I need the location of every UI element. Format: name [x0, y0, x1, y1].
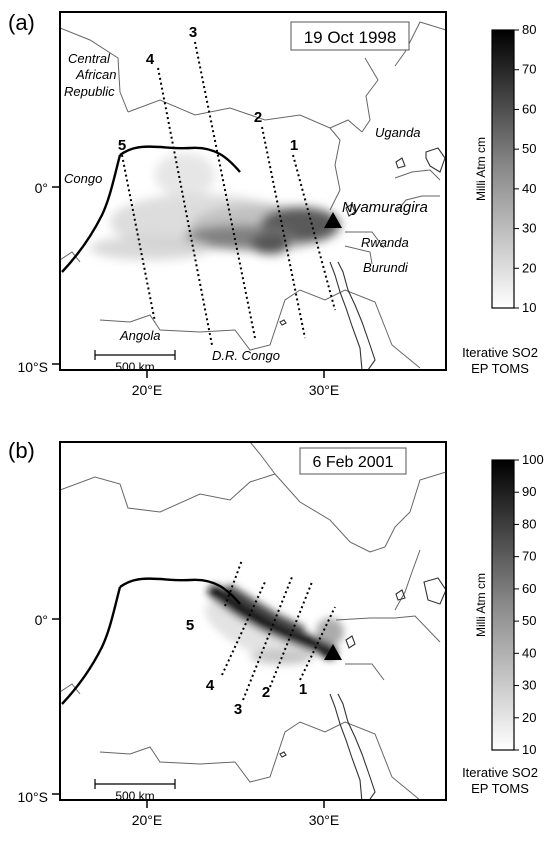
map-frame	[59, 11, 447, 371]
colorbar-ticks: 10 20 30 40 50 60 70 80 90 100	[514, 452, 544, 757]
colorbar-gradient	[491, 459, 515, 751]
label-uganda: Uganda	[375, 125, 421, 140]
colorbar-tick-label: 90	[522, 484, 536, 499]
scale-bar: 500 km	[94, 350, 176, 374]
map-panel-a: (a)	[8, 10, 538, 398]
y-tick-10s: 10°S	[17, 359, 48, 375]
panel-b: (b)	[0, 432, 556, 862]
colorbar-tick-label: 30	[522, 221, 536, 236]
congo-river-lower	[61, 154, 122, 273]
congo-river-lower	[61, 586, 122, 705]
colorbar-tick-label: 70	[522, 549, 536, 564]
congo-river	[119, 145, 241, 173]
colorbar-tick-label: 40	[522, 181, 536, 196]
colorbar-title: Milli Atm cm	[474, 137, 488, 201]
date-label: 6 Feb 2001	[313, 454, 394, 471]
label-car-2: African	[75, 67, 116, 82]
label-burundi: Burundi	[363, 260, 409, 275]
colorbar-tick-label: 40	[522, 645, 536, 660]
label-rwanda: Rwanda	[361, 235, 409, 250]
colorbar-caption-2: EP TOMS	[471, 361, 529, 376]
track-number-3: 3	[234, 701, 242, 718]
so2-plume	[90, 153, 340, 260]
y-tick-10s: 10°S	[17, 789, 48, 805]
track-number-2: 2	[254, 109, 262, 126]
x-tick-20e: 20°E	[132, 382, 163, 398]
colorbar-tick-label: 10	[522, 742, 536, 757]
date-box	[290, 21, 410, 51]
label-volcano: Nyamuragira	[342, 199, 428, 216]
label-car-3: Republic	[64, 84, 115, 99]
satellite-tracks	[121, 41, 336, 346]
map-panel-b: (b)	[8, 438, 544, 828]
so2-plume	[204, 585, 344, 665]
colorbar-caption-1: Iterative SO2	[462, 345, 538, 360]
x-tick-30e: 30°E	[309, 382, 340, 398]
colorbar-tick-label: 60	[522, 101, 536, 116]
colorbar-caption-2: EP TOMS	[471, 781, 529, 796]
colorbar-caption-1: Iterative SO2	[462, 765, 538, 780]
track-number-3: 3	[189, 24, 197, 41]
map-frame	[59, 441, 447, 801]
satellite-tracks	[221, 559, 336, 701]
track-number-4: 4	[146, 51, 155, 68]
track-number-1: 1	[299, 681, 307, 698]
panel-a: (a)	[0, 0, 556, 430]
map-area	[60, 442, 446, 800]
volcano-marker	[324, 212, 342, 228]
colorbar-ticks: 10 20 30 40 50 60 70 80	[514, 22, 536, 315]
country-borders	[60, 442, 446, 800]
track-number-4: 4	[206, 677, 215, 694]
colorbar-tick-label: 20	[522, 260, 536, 275]
panel-letter: (a)	[8, 10, 35, 35]
volcano-marker	[324, 644, 342, 660]
x-tick-20e: 20°E	[132, 812, 163, 828]
x-tick-30e: 30°E	[309, 812, 340, 828]
colorbar-tick-label: 70	[522, 62, 536, 77]
map-area	[60, 21, 446, 370]
colorbar-tick-label: 50	[522, 613, 536, 628]
track-number-1: 1	[290, 137, 298, 154]
lakes	[279, 577, 446, 800]
country-borders	[60, 21, 446, 369]
label-drc: D.R. Congo	[212, 348, 280, 363]
label-congo: Congo	[64, 171, 102, 186]
colorbar: 10 20 30 40 50 60 70 80 90 100 Milli Atm cm Itera…	[462, 452, 544, 796]
scale-bar-label: 500 km	[115, 789, 154, 803]
label-angola: Angola	[119, 328, 160, 343]
y-tick-0: 0°	[35, 612, 48, 628]
track-number-5: 5	[186, 617, 194, 634]
track-number-5: 5	[118, 137, 126, 154]
track-number-2: 2	[262, 684, 270, 701]
scale-bar: 500 km	[94, 779, 176, 803]
colorbar-tick-label: 30	[522, 678, 536, 693]
lakes	[279, 147, 446, 370]
colorbar: 10 20 30 40 50 60 70 80 Milli Atm cm Iterative …	[462, 22, 538, 376]
date-box	[299, 447, 407, 475]
date-label: 19 Oct 1998	[304, 28, 397, 47]
colorbar-title: Milli Atm cm	[474, 573, 488, 637]
colorbar-tick-label: 20	[522, 710, 536, 725]
colorbar-tick-label: 50	[522, 141, 536, 156]
colorbar-tick-label: 60	[522, 581, 536, 596]
colorbar-tick-label: 80	[522, 516, 536, 531]
congo-river	[119, 577, 241, 605]
colorbar-tick-label: 10	[522, 300, 536, 315]
colorbar-tick-label: 100	[522, 452, 544, 467]
scale-bar-label: 500 km	[115, 360, 154, 374]
y-tick-0: 0°	[35, 180, 48, 196]
colorbar-gradient	[491, 29, 515, 309]
panel-letter: (b)	[8, 438, 35, 463]
label-car-1: Central	[68, 51, 111, 66]
colorbar-tick-label: 80	[522, 22, 536, 37]
